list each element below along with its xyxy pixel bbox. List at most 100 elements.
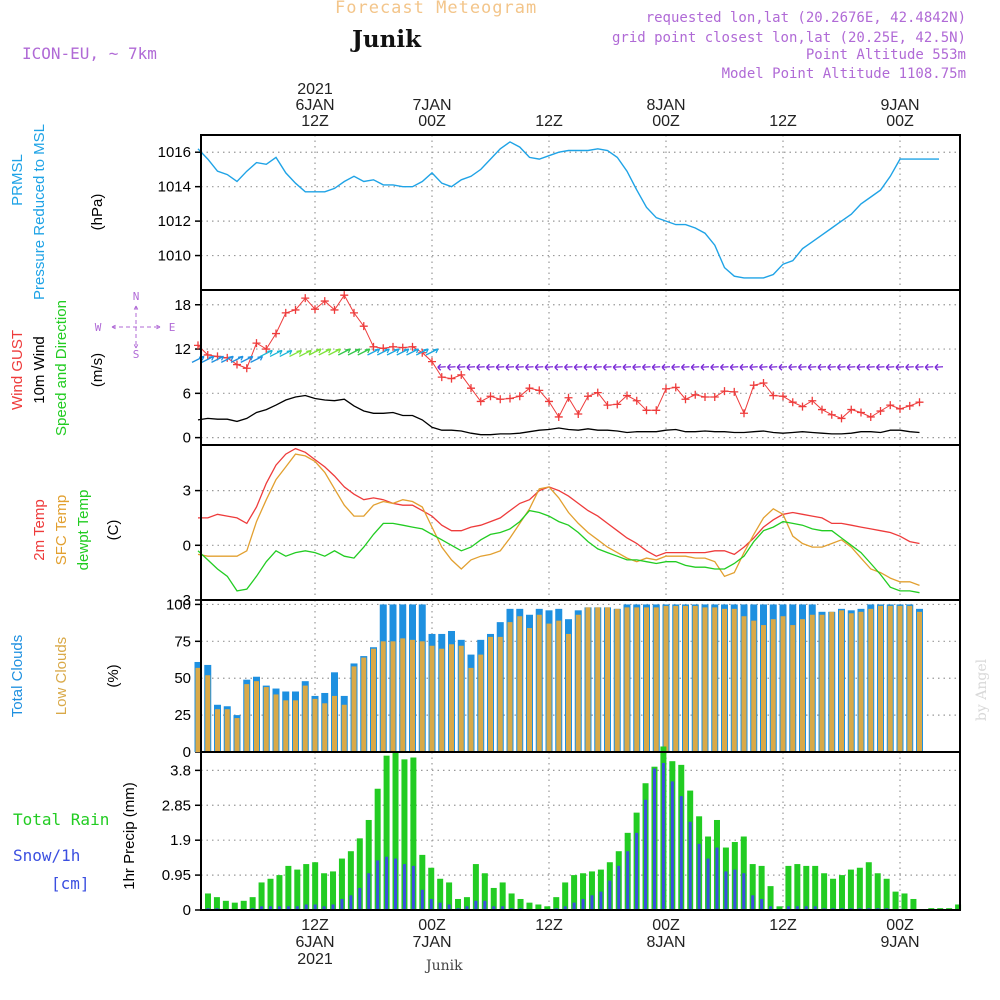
wind-direction-arrow-head — [798, 363, 802, 371]
low-cloud-bar — [653, 607, 659, 752]
snow-bar — [670, 781, 674, 910]
gust-marker — [272, 329, 280, 338]
wind-direction-arrow-head — [924, 363, 929, 371]
wind-direction-arrow-head — [856, 363, 861, 371]
gust-marker — [613, 400, 622, 409]
low-cloud-bar — [868, 608, 874, 752]
low-cloud-bar — [702, 607, 708, 752]
wind-direction-arrow-head — [486, 363, 490, 371]
rain-bar — [374, 788, 381, 910]
gust-marker — [847, 405, 856, 414]
rain-bar — [222, 900, 229, 910]
temp-tick-label: 0 — [183, 537, 191, 554]
low-cloud-bar — [458, 645, 464, 752]
dewpoint-label: dewpt Temp — [75, 490, 92, 571]
snow-bar — [590, 895, 594, 910]
low-cloud-bar — [634, 607, 640, 752]
rain-bar — [821, 873, 828, 910]
rain-bar — [321, 873, 328, 910]
wind-direction-arrow-head — [267, 349, 273, 355]
gust-marker — [408, 342, 417, 351]
low-cloud-bar — [429, 645, 435, 752]
rain-bar — [544, 906, 551, 910]
bottom-time-label: 6JAN — [295, 934, 334, 951]
snow-bar — [420, 889, 424, 910]
wind-direction-arrow — [847, 366, 856, 368]
precip-panel-frame — [200, 751, 961, 911]
credit-watermark: by Angel — [974, 658, 990, 721]
bottom-time-label: 2021 — [297, 951, 333, 968]
compass-west: W — [95, 321, 102, 334]
wind-direction-arrow-head — [622, 363, 627, 371]
low-cloud-bar — [907, 605, 913, 752]
gust-marker — [457, 370, 466, 379]
rain-bar — [392, 752, 399, 910]
gust-marker — [525, 384, 534, 393]
wind-direction-arrow — [496, 366, 505, 368]
low-cloud-bar — [692, 605, 698, 752]
rain-bar — [910, 898, 917, 910]
gust-marker — [710, 393, 719, 402]
snow-bar — [358, 887, 362, 910]
low-cloud-bar — [341, 704, 347, 752]
rain-bar — [240, 900, 247, 910]
top-time-label: 00Z — [652, 113, 680, 130]
low-clouds-label: Low Clouds — [53, 637, 70, 715]
wind-direction-arrow — [642, 366, 651, 368]
rain-bar — [856, 867, 863, 910]
wind-direction-arrow-head — [827, 363, 832, 371]
wind-tick-label: 12 — [174, 341, 191, 358]
gust-marker — [389, 342, 397, 351]
gust-marker — [876, 407, 885, 416]
gust-marker — [320, 297, 329, 306]
top-time-label: 7JAN — [412, 97, 451, 114]
top-time-label: 12Z — [301, 113, 329, 130]
wind-direction-arrow-head — [315, 348, 322, 354]
low-cloud-bar — [683, 605, 688, 752]
snow-bar — [402, 864, 406, 910]
wind-direction-arrow-head — [495, 363, 500, 371]
wind-direction-arrow — [622, 366, 632, 368]
pressure-tick-label: 1010 — [158, 248, 191, 265]
low-cloud-bar — [663, 605, 669, 752]
wind-direction-arrow-head — [817, 363, 822, 371]
wind-direction-arrow — [652, 366, 661, 368]
gust-marker — [915, 398, 924, 407]
gust-marker — [340, 291, 349, 300]
gust-marker — [681, 395, 690, 404]
wind-direction-arrow-head — [345, 348, 351, 354]
gust-marker — [584, 392, 592, 401]
compass-south: S — [133, 348, 140, 361]
wind-direction-arrow-head — [456, 363, 461, 371]
compass-rose — [111, 305, 161, 349]
wind-direction-arrow — [759, 366, 768, 368]
wind-direction-arrow-head — [413, 348, 420, 354]
gust-marker — [545, 397, 553, 406]
wind-direction-arrow — [739, 366, 749, 368]
wind-unit-label: (m/s) — [89, 353, 106, 387]
gust-marker — [818, 405, 826, 414]
wind-direction-arrow-head — [534, 363, 539, 371]
precip-tick-label: 0.95 — [162, 867, 191, 884]
wind-direction-arrow — [886, 366, 895, 368]
gust-marker — [486, 392, 495, 401]
wind-direction-arrow-head — [573, 363, 578, 371]
bottom-time-label: 8JAN — [646, 934, 685, 951]
snow-bar — [492, 906, 496, 910]
low-cloud-bar — [371, 648, 376, 752]
wind-direction-arrow-head — [247, 355, 254, 361]
snow-bar — [465, 906, 469, 910]
snow-bar — [644, 799, 648, 910]
rain-bar — [472, 864, 479, 910]
total-rain-label: Total Rain — [13, 810, 109, 829]
precip-tick-label: 0 — [183, 902, 191, 919]
snow-bar — [652, 768, 656, 910]
wind-direction-arrow — [515, 366, 524, 368]
gust-marker — [203, 350, 212, 359]
top-time-label: 9JAN — [880, 97, 919, 114]
rain-bar — [776, 906, 783, 910]
wind-direction-arrow-head — [729, 363, 734, 371]
wind-direction-arrow — [925, 366, 934, 368]
pressure-line — [197, 141, 939, 279]
rain-bar — [588, 871, 595, 910]
